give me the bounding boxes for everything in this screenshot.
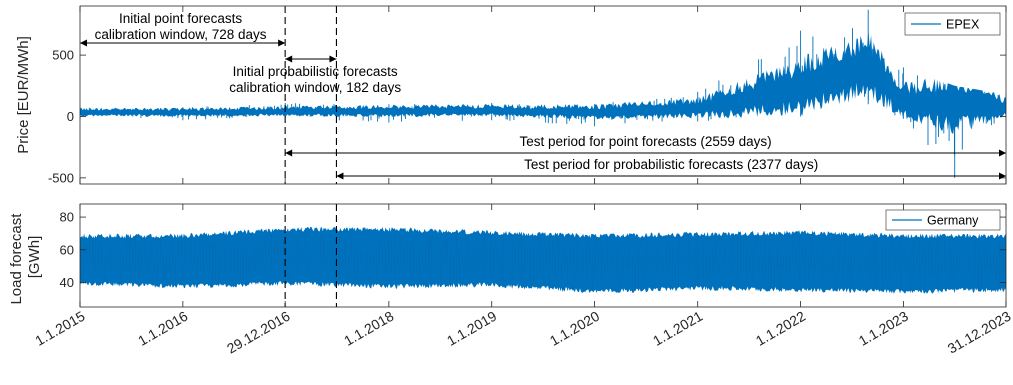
- price-y-axis-label: Price [EUR/MWh]: [15, 36, 32, 154]
- price-spikes: [80, 9, 1006, 178]
- price-y-tick-label-2: 500: [52, 48, 74, 63]
- x-tick-label-3: 1.1.2018: [341, 308, 396, 349]
- price-plot-area: [80, 6, 1006, 184]
- load-texture: [80, 229, 1006, 293]
- annotation-arrowhead-left-2: [285, 149, 293, 157]
- annotation-arrowhead-left-3: [336, 172, 344, 180]
- annotation-arrowhead-left-1: [285, 55, 293, 63]
- price-series-epex: [80, 9, 1006, 178]
- load-legend-box: [885, 209, 1001, 231]
- load-y-ticks: 40 60 80: [60, 210, 1006, 290]
- x-tick-label-2: 29.12.2016: [224, 308, 293, 357]
- annotation-1-line-0: Initial probabilistic forecasts: [233, 64, 398, 79]
- x-tick-label-4: 1.1.2019: [444, 308, 499, 349]
- price-y-tick-label-1: 0: [67, 109, 74, 124]
- x-tick-label-8: 1.1.2023: [856, 308, 911, 349]
- price-band: [80, 30, 1006, 134]
- annotation-2-line-0: Test period for point forecasts (2559 da…: [520, 134, 772, 149]
- x-tick-label-0: 1.1.2015: [32, 308, 87, 349]
- annotation-1-line-1: calibration window, 182 days: [229, 80, 401, 95]
- load-y-axis-label: Load forecast [GWh]: [8, 209, 43, 304]
- annotation-3-bg: [522, 157, 821, 172]
- x-tick-label-6: 1.1.2021: [650, 308, 705, 349]
- price-legend: EPEX: [904, 12, 1001, 36]
- annotation-arrowhead-left-0: [80, 39, 87, 47]
- load-y-tick-label-0: 40: [60, 275, 74, 290]
- load-legend: Germany: [885, 209, 1001, 231]
- annotation-arrowhead-right-3: [999, 172, 1006, 180]
- load-legend-label: Germany: [927, 214, 979, 228]
- load-y-tick-label-1: 60: [60, 242, 74, 257]
- price-y-tick-label-0: -500: [48, 170, 74, 185]
- price-vertical-markers: [284, 6, 337, 184]
- x-tick-label-7: 1.1.2022: [753, 308, 808, 349]
- annotation-3: Test period for probabilistic forecasts …: [336, 157, 1006, 180]
- annotation-0-line-0: Initial point forecasts: [119, 11, 242, 26]
- x-tick-label-1: 1.1.2016: [135, 308, 190, 349]
- price-y-ticks: -500 0 500: [48, 48, 1006, 185]
- price-legend-label: EPEX: [946, 18, 980, 32]
- price-legend-box: [904, 12, 1001, 36]
- annotation-3-line-0: Test period for probabilistic forecasts …: [524, 157, 818, 172]
- annotation-0-line-1: calibration window, 728 days: [95, 27, 267, 42]
- load-series-germany: [80, 226, 1006, 294]
- annotation-arrowhead-right-2: [999, 149, 1006, 157]
- annotation-arrowhead-right-1: [329, 55, 337, 63]
- annotation-2: Test period for point forecasts (2559 da…: [285, 134, 1006, 157]
- load-y-axis-label-line1: Load forecast: [8, 213, 25, 305]
- x-tick-label-9: 31.12.2023: [945, 308, 1013, 357]
- load-y-tick-label-2: 80: [60, 210, 74, 225]
- annotation-2-bg: [517, 134, 774, 149]
- load-y-axis-label-line2: [GWh]: [26, 236, 43, 279]
- annotation-arrowhead-right-0: [278, 39, 286, 47]
- price-axes-box: [79, 5, 1007, 185]
- load-panel: 40 60 80 Germany Load forecast [GWh]: [8, 203, 1007, 308]
- annotation-1: Initial probabilistic forecastscalibrati…: [229, 55, 401, 95]
- x-tick-label-5: 1.1.2020: [547, 308, 602, 349]
- load-axes-box: [79, 203, 1007, 308]
- load-vertical-markers: [284, 204, 337, 307]
